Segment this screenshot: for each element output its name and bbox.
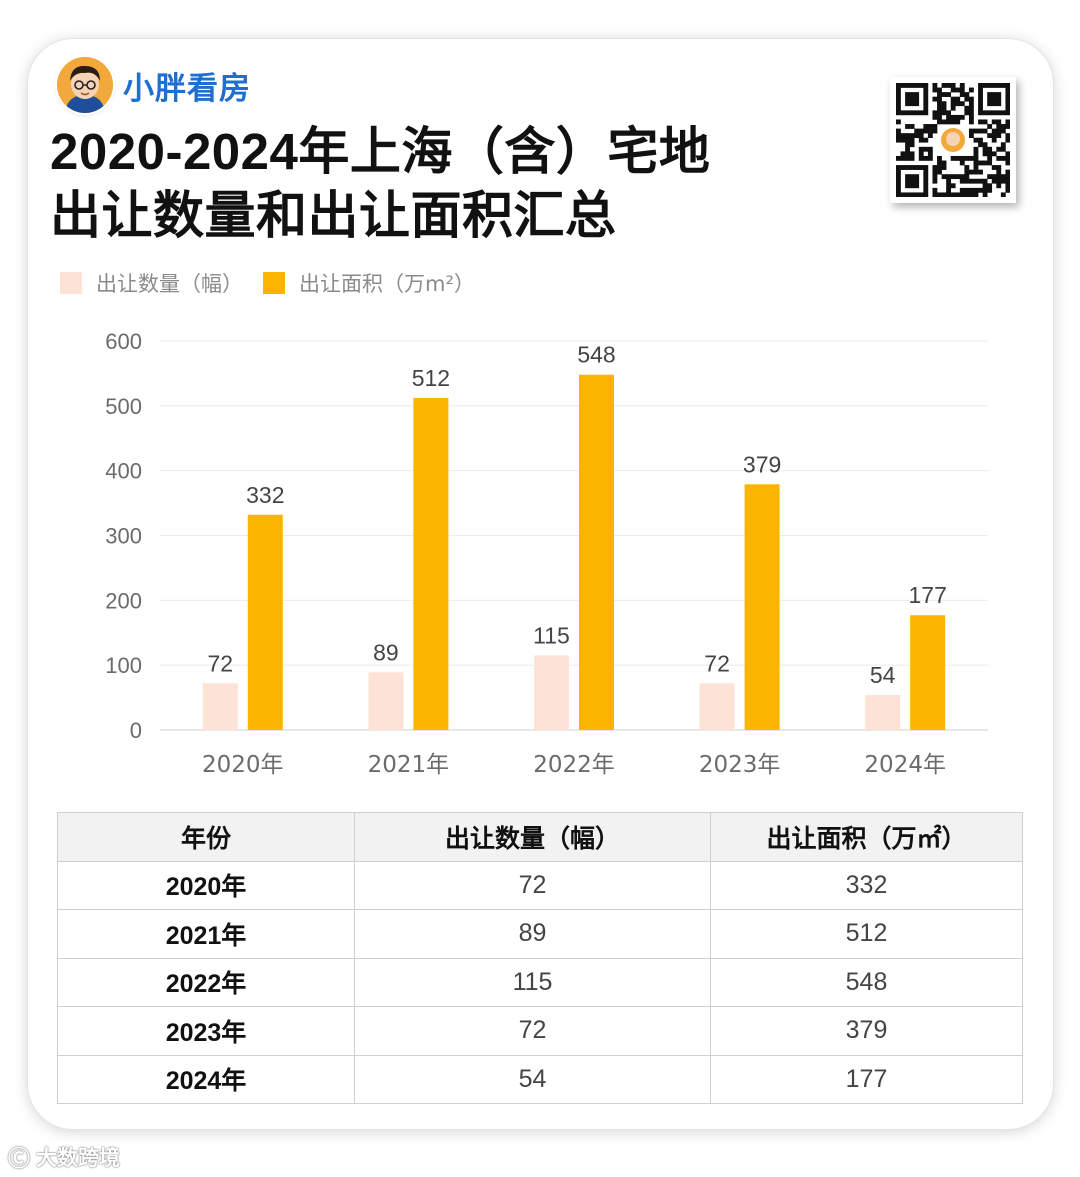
x-tick-label: 2024年 <box>864 752 946 778</box>
data-label-count: 72 <box>704 650 730 676</box>
x-tick-label: 2023年 <box>699 752 781 778</box>
summary-table: 年份 出让数量（幅） 出让面积（万㎡） 2020年 72 332 2021年 8… <box>57 812 1023 1104</box>
y-tick-label: 200 <box>105 588 142 613</box>
watermark-text: 大数跨境 <box>36 1146 121 1170</box>
title-line-1: 2020-2024年上海（含）宅地 <box>50 123 711 180</box>
cell-year: 2024年 <box>57 1054 355 1104</box>
header-area: 出让面积（万㎡） <box>710 812 1023 862</box>
table-row: 2022年 115 548 <box>57 957 1023 1007</box>
data-label-count: 54 <box>870 662 896 688</box>
header-count: 出让数量（幅） <box>354 812 711 862</box>
cell-count: 54 <box>354 1054 711 1104</box>
y-tick-label: 500 <box>105 394 142 419</box>
table-row: 2021年 89 512 <box>57 909 1023 959</box>
qr-code-icon <box>896 83 1011 198</box>
data-label-area: 548 <box>577 342 615 368</box>
bar-area <box>579 374 614 730</box>
data-label-count: 72 <box>208 650 234 676</box>
cell-year: 2023年 <box>57 1006 355 1056</box>
brand-name: 小胖看房 <box>123 70 251 107</box>
brand-header: 小胖看房 <box>57 56 251 114</box>
x-tick-label: 2022年 <box>533 752 615 778</box>
legend-label-count: 出让数量（幅） <box>96 272 243 296</box>
y-tick-label: 100 <box>105 653 142 678</box>
avatar <box>57 57 113 113</box>
bar-area <box>413 398 449 730</box>
cell-year: 2020年 <box>57 860 355 910</box>
y-tick-label: 300 <box>105 524 142 549</box>
x-tick-label: 2021年 <box>368 752 450 778</box>
kol-logo-icon: Ⓒ <box>8 1147 31 1172</box>
table-header-row: 年份 出让数量（幅） 出让面积（万㎡） <box>57 812 1023 862</box>
x-tick-label: 2020年 <box>202 752 284 778</box>
bar-count <box>699 683 735 730</box>
table-row: 2020年 72 332 <box>57 860 1023 910</box>
y-tick-label: 0 <box>130 718 142 743</box>
data-label-area: 332 <box>246 482 284 508</box>
bar-count <box>534 655 569 730</box>
data-label-area: 512 <box>412 365 450 391</box>
page-title: 2020-2024年上海（含）宅地 出让数量和出让面积汇总 <box>50 120 810 248</box>
data-label-count: 89 <box>373 639 399 665</box>
table-row: 2024年 54 177 <box>57 1054 1023 1104</box>
avatar-cartoon-icon <box>57 57 113 113</box>
legend-swatch-count <box>60 272 82 294</box>
bar-count <box>865 694 901 730</box>
bar-area <box>247 514 283 730</box>
title-line-2: 出让数量和出让面积汇总 <box>50 187 617 244</box>
qr-code[interactable] <box>890 77 1016 203</box>
bar-area <box>744 484 780 730</box>
header-year: 年份 <box>57 812 355 862</box>
legend-item-area: 出让面积（万m²） <box>263 268 475 298</box>
cell-count: 72 <box>354 860 711 910</box>
watermark: Ⓒ 大数跨境 <box>8 1141 120 1173</box>
cell-area: 332 <box>710 860 1023 910</box>
bar-area <box>910 615 946 730</box>
chart-legend: 出让数量（幅） 出让面积（万m²） <box>60 268 495 298</box>
cell-count: 72 <box>354 1006 711 1056</box>
bar-count <box>202 683 238 730</box>
bar-count <box>368 672 404 730</box>
cell-year: 2021年 <box>57 909 355 959</box>
y-tick-label: 600 <box>105 329 142 354</box>
cell-year: 2022年 <box>57 957 355 1007</box>
bar-chart: 0 100 200 300 400 500 600 72 332 2020年 89 512 2021年 1… <box>105 329 988 778</box>
table-row: 2023年 72 379 <box>57 1006 1023 1056</box>
data-label-area: 177 <box>909 582 947 608</box>
cell-area: 548 <box>710 957 1023 1007</box>
data-label-area: 379 <box>743 451 781 477</box>
cell-area: 512 <box>710 909 1023 959</box>
legend-item-count: 出让数量（幅） <box>60 268 243 298</box>
cell-area: 379 <box>710 1006 1023 1056</box>
cell-count: 89 <box>354 909 711 959</box>
y-tick-label: 400 <box>105 459 142 484</box>
cell-count: 115 <box>354 957 711 1007</box>
legend-swatch-area <box>263 272 285 294</box>
data-label-count: 115 <box>533 622 570 648</box>
cell-area: 177 <box>710 1054 1023 1104</box>
legend-label-area: 出让面积（万m²） <box>299 272 475 296</box>
